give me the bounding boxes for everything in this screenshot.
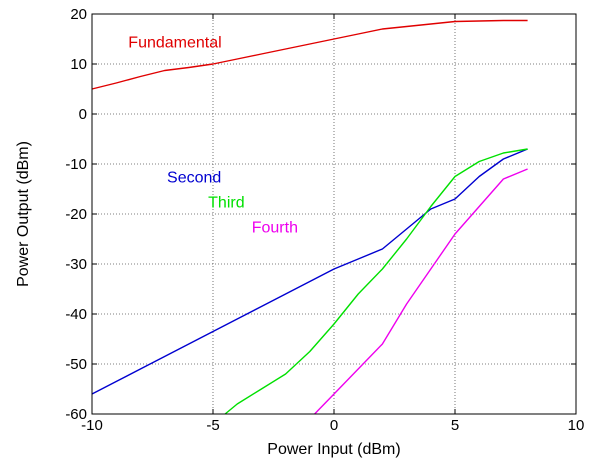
series-line-fourth	[314, 168, 528, 415]
x-tick-label: -10	[81, 417, 103, 434]
series-lines	[91, 19, 528, 415]
series-label-second: Second	[167, 170, 221, 187]
y-tick-label: 0	[79, 106, 87, 123]
series-labels: Fundamental Second Third Fourth	[128, 35, 298, 237]
y-tick-label: 10	[70, 56, 87, 73]
x-tick-label: 5	[451, 417, 459, 434]
y-tick-label: -60	[65, 406, 87, 423]
y-tick-label: -40	[65, 306, 87, 323]
y-tick-label: -50	[65, 356, 87, 373]
y-tick-label: 20	[70, 6, 87, 23]
series-line-second	[91, 148, 528, 395]
series-line-fundamental	[91, 19, 528, 90]
x-tick-label: -5	[206, 417, 219, 434]
y-axis-label: Power Output (dBm)	[15, 141, 32, 287]
x-axis-label: Power Input (dBm)	[267, 441, 400, 458]
series-label-fundamental: Fundamental	[128, 35, 221, 52]
x-tick-label: 10	[568, 417, 585, 434]
x-tick-label: 0	[330, 417, 338, 434]
series-label-third: Third	[208, 195, 244, 212]
y-tick-label: -30	[65, 256, 87, 273]
series-label-fourth: Fourth	[252, 220, 298, 237]
series-line-third	[224, 148, 528, 415]
y-tick-label: -20	[65, 206, 87, 223]
y-tick-label: -10	[65, 156, 87, 173]
grid	[92, 14, 576, 414]
